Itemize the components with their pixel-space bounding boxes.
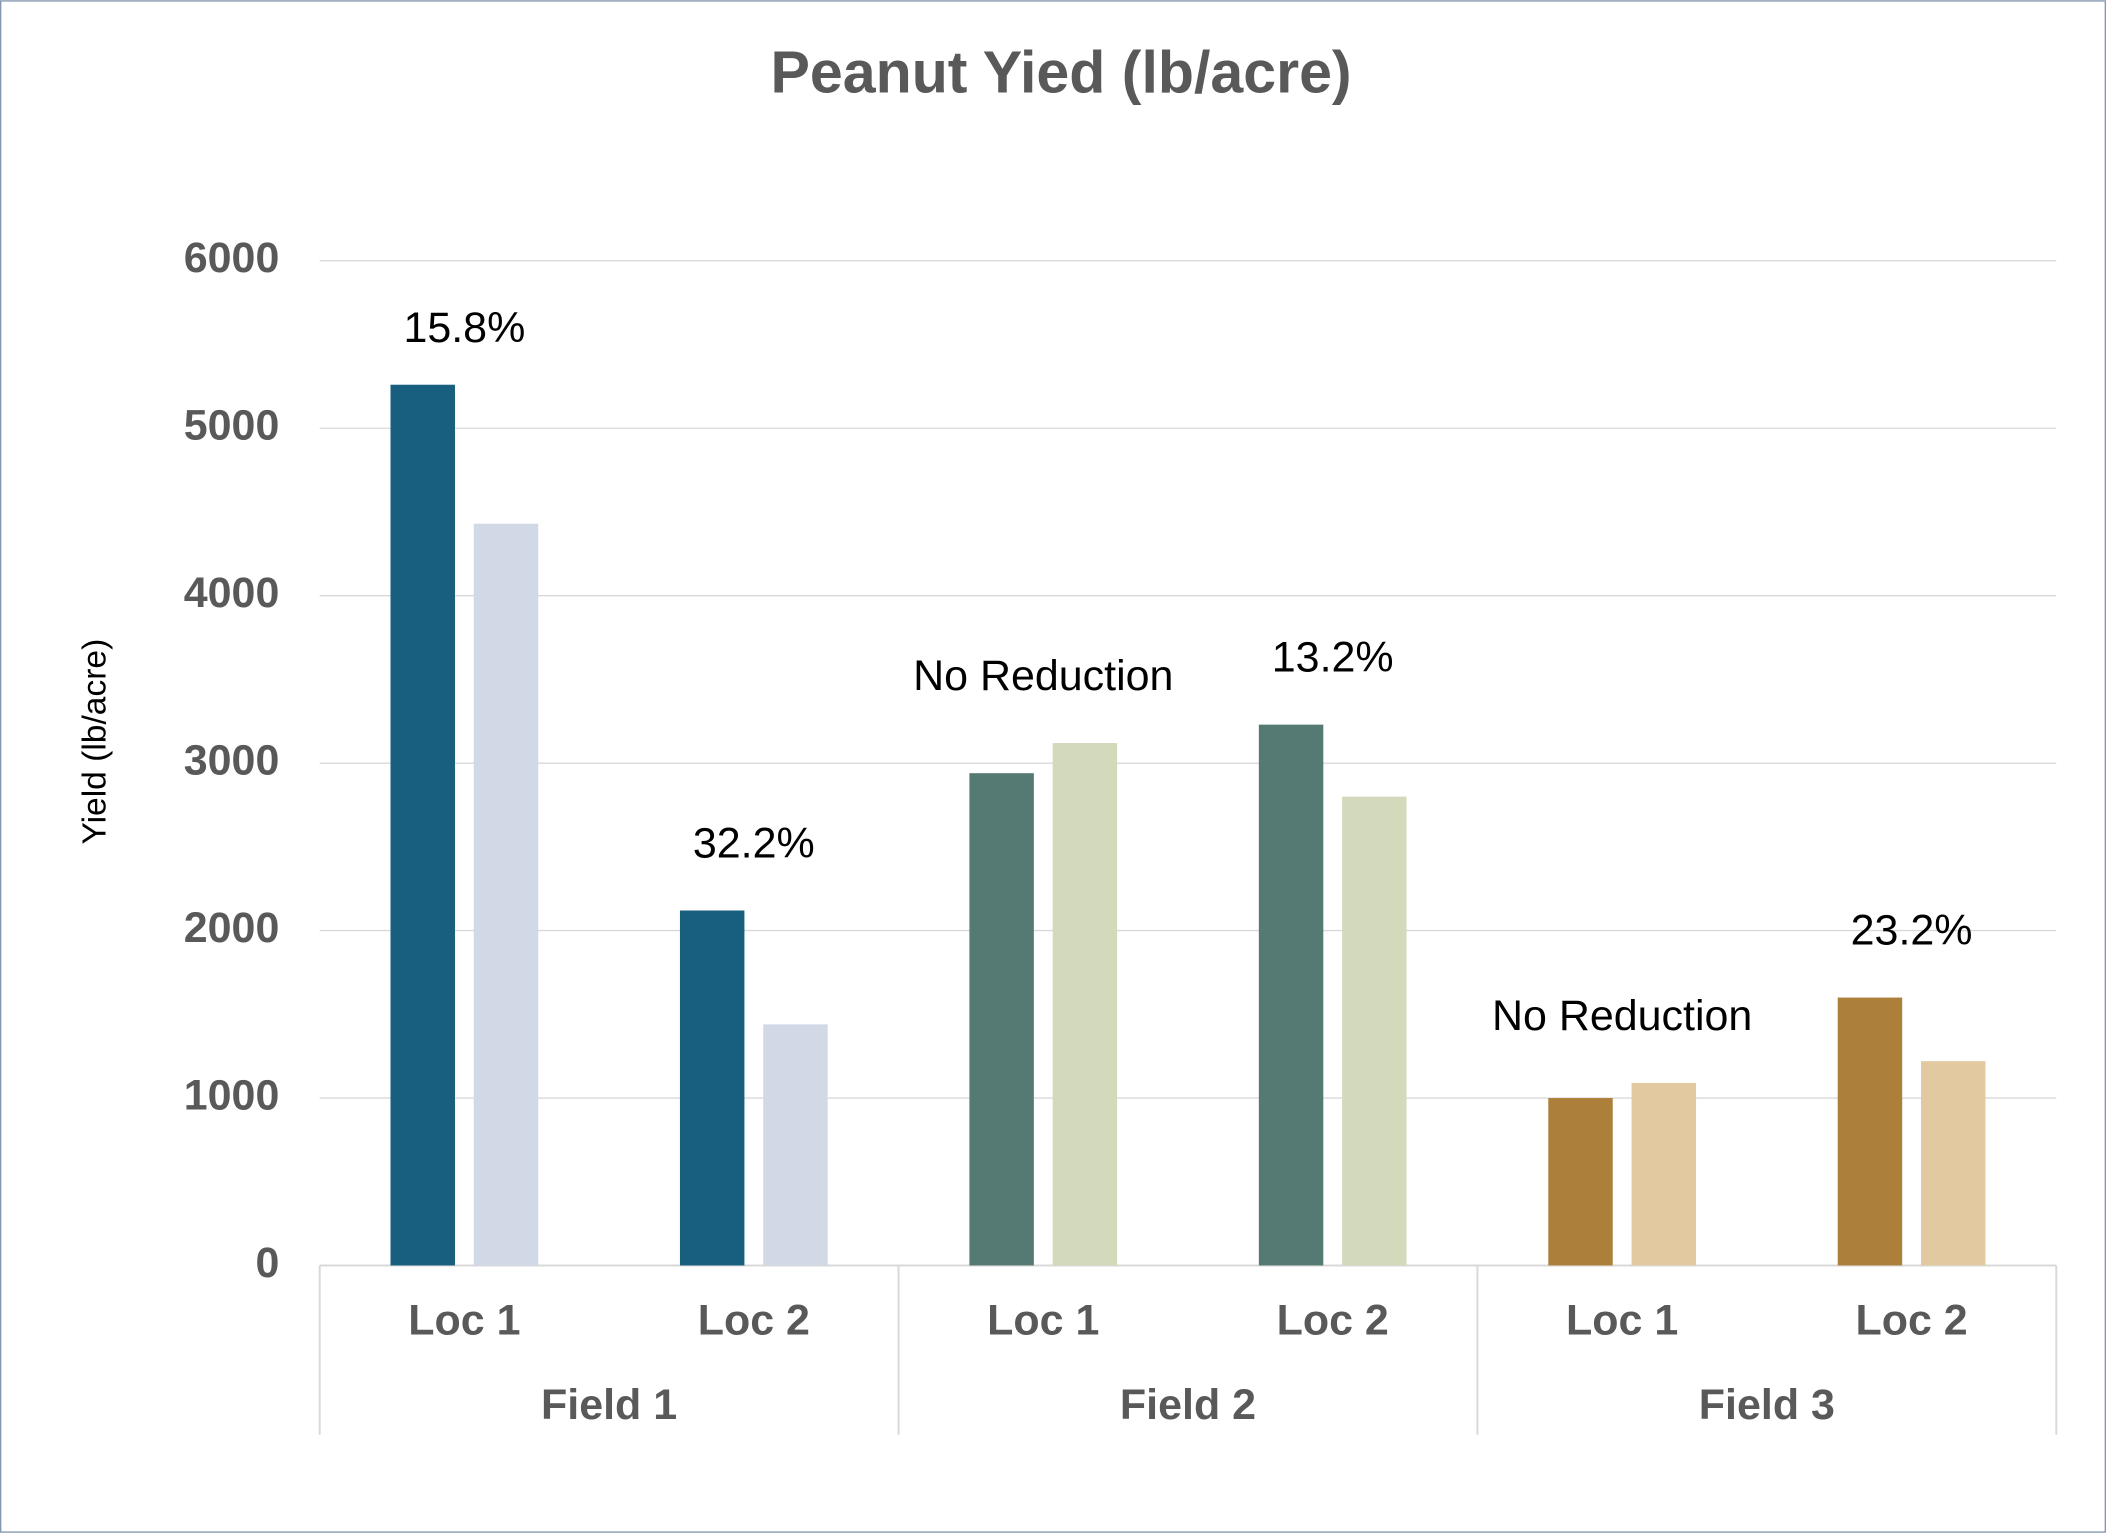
x-tick-label: Loc 2 <box>1855 1297 1967 1345</box>
bar <box>1548 1098 1613 1266</box>
y-tick-label: 4000 <box>184 569 280 617</box>
bar <box>1052 743 1118 1266</box>
bar <box>969 773 1034 1266</box>
annotation: No Reduction <box>1492 992 1752 1040</box>
x-tick-label: Loc 1 <box>408 1297 520 1345</box>
y-tick-label: 6000 <box>184 234 280 282</box>
x-tick-label: Loc 2 <box>1277 1297 1389 1345</box>
x-tick-label: Loc 1 <box>987 1297 1099 1345</box>
bar <box>1920 1061 1986 1266</box>
annotation: No Reduction <box>913 652 1173 700</box>
bar <box>1631 1082 1697 1266</box>
bar <box>1837 997 1903 1266</box>
annotation: 15.8% <box>403 304 525 352</box>
bar <box>473 523 539 1266</box>
y-tick-label: 2000 <box>184 904 280 952</box>
group-label: Field 3 <box>1699 1381 1835 1429</box>
annotation: 32.2% <box>693 819 815 867</box>
annotation: 23.2% <box>1851 906 1973 954</box>
x-tick-label: Loc 2 <box>698 1297 810 1345</box>
group-label: Field 1 <box>541 1381 677 1429</box>
y-tick-label: 3000 <box>184 736 280 784</box>
bar <box>763 1024 828 1266</box>
group-label: Field 2 <box>1120 1381 1256 1429</box>
bar <box>679 910 745 1266</box>
bar <box>1258 724 1324 1266</box>
y-tick-label: 0 <box>255 1239 279 1287</box>
x-tick-label: Loc 1 <box>1566 1297 1678 1345</box>
y-axis-label: Yield (lb/acre) <box>77 639 114 845</box>
y-tick-label: 1000 <box>184 1071 280 1119</box>
y-tick-label: 5000 <box>184 402 280 450</box>
bar <box>1342 796 1407 1266</box>
bar <box>390 384 455 1266</box>
chart-title: Peanut Yied (lb/acre) <box>770 39 1351 105</box>
annotation: 13.2% <box>1272 634 1394 682</box>
